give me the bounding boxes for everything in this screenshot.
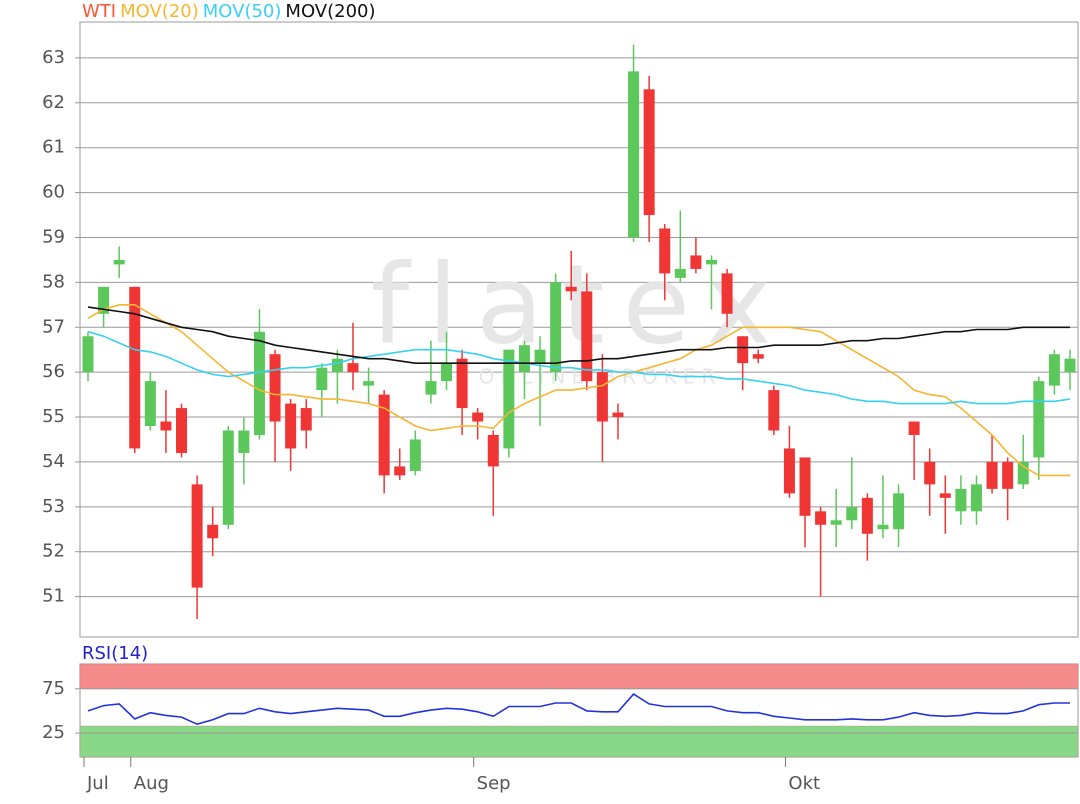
- candle-body: [846, 506, 858, 521]
- candle-body: [1002, 461, 1014, 489]
- x-tick-label: Aug: [134, 773, 169, 794]
- candle-body: [721, 273, 733, 314]
- candle-body: [518, 345, 530, 373]
- candle-body: [363, 381, 375, 386]
- candle-body: [893, 493, 905, 530]
- candle-body: [316, 367, 328, 391]
- candle-body: [1033, 381, 1045, 458]
- candle-body: [565, 286, 577, 292]
- y-tick-label: 60: [42, 182, 65, 203]
- candle-body: [970, 484, 982, 512]
- candle-body: [1064, 358, 1076, 373]
- candle-body: [986, 461, 998, 489]
- candle-body: [908, 421, 920, 435]
- candle-body: [783, 448, 795, 494]
- y-tick-label: 75: [42, 678, 65, 699]
- candle-body: [191, 484, 203, 588]
- legend-entry: WTI: [82, 1, 116, 22]
- y-tick-label: 63: [42, 47, 65, 68]
- line-series: [87, 304, 1070, 477]
- candle-body: [207, 524, 219, 539]
- candle-body: [534, 349, 546, 364]
- candle-body: [487, 434, 499, 467]
- candle-body: [347, 363, 359, 373]
- candle-body: [300, 408, 312, 431]
- y-tick-label: 62: [42, 92, 65, 113]
- candle-body: [659, 228, 671, 274]
- candle-body: [861, 497, 873, 534]
- line-series: [87, 306, 1070, 364]
- candle-body: [955, 488, 967, 512]
- candle-body: [799, 457, 811, 516]
- candle-body: [768, 390, 780, 431]
- y-tick-label: 52: [42, 541, 65, 562]
- candle-body: [113, 259, 125, 265]
- candle-body: [612, 412, 624, 418]
- rsi-zone: [79, 725, 1079, 758]
- x-tick-label: Jul: [86, 773, 109, 794]
- candle-body: [737, 336, 749, 364]
- candle-body: [1048, 354, 1060, 386]
- line-series: [87, 693, 1070, 726]
- x-tick-label: Okt: [788, 773, 820, 794]
- y-tick-label: 53: [42, 496, 65, 517]
- candle-body: [331, 358, 343, 373]
- candle-body: [674, 268, 686, 278]
- candle-body: [456, 358, 468, 409]
- candle-body: [409, 439, 421, 471]
- candle-body: [238, 430, 250, 453]
- candle-body: [129, 286, 141, 449]
- y-tick-label: 57: [42, 316, 65, 337]
- legend-entry: MOV(20): [120, 1, 199, 22]
- line-series: [87, 330, 1071, 405]
- candle-body: [441, 363, 453, 382]
- rsi-title: RSI(14): [82, 643, 148, 664]
- candle-body: [160, 421, 172, 431]
- legend-entry: MOV(50): [203, 1, 282, 22]
- candle-body: [939, 493, 951, 498]
- candle-body: [285, 403, 297, 449]
- candle-body: [815, 511, 827, 525]
- y-tick-label: 59: [42, 226, 65, 247]
- y-tick-label: 56: [42, 361, 65, 382]
- candle-body: [176, 408, 188, 453]
- candle-body: [503, 349, 515, 449]
- candle-body: [253, 331, 265, 435]
- candle-body: [690, 255, 702, 269]
- candle-body: [1017, 461, 1029, 485]
- candle-body: [830, 520, 842, 525]
- candle-body: [705, 259, 717, 265]
- candle-body: [877, 524, 889, 530]
- y-tick-label: 61: [42, 137, 65, 158]
- candle-body: [378, 394, 390, 476]
- candle-body: [581, 291, 593, 382]
- y-tick-label: 54: [42, 451, 65, 472]
- candle-body: [643, 89, 655, 216]
- y-tick-label: 25: [42, 722, 65, 743]
- candle-body: [752, 354, 764, 359]
- rsi-zone: [79, 663, 1079, 690]
- y-tick-label: 51: [42, 586, 65, 607]
- plot-area: [79, 21, 1079, 638]
- y-tick-label: 58: [42, 271, 65, 292]
- candle-body: [98, 286, 110, 314]
- candle-body: [394, 466, 406, 476]
- candle-body: [82, 336, 94, 373]
- candle-body: [472, 412, 484, 422]
- candle-body: [924, 461, 936, 485]
- candle-body: [269, 354, 281, 422]
- y-tick-label: 55: [42, 406, 65, 427]
- candle-body: [222, 430, 234, 525]
- legend-entry: MOV(200): [285, 1, 375, 22]
- candle-body: [596, 372, 608, 422]
- candle-body: [550, 282, 562, 373]
- candle-body: [425, 381, 437, 395]
- candle-body: [144, 381, 156, 427]
- x-tick-label: Sep: [477, 773, 511, 794]
- candle-body: [628, 71, 640, 238]
